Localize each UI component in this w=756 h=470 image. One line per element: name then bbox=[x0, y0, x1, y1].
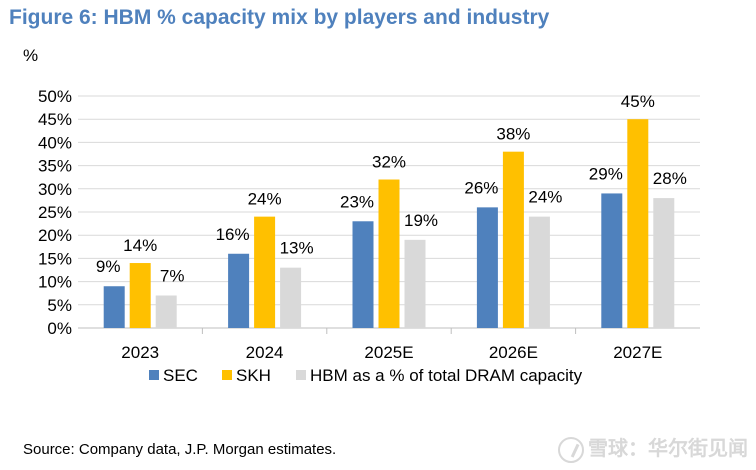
data-label: 26% bbox=[464, 178, 498, 197]
legend-label: SEC bbox=[163, 366, 198, 385]
legend-swatch bbox=[149, 370, 159, 380]
y-tick-label: 10% bbox=[38, 273, 72, 292]
data-label: 28% bbox=[653, 169, 687, 188]
bar-skh-2023 bbox=[129, 263, 151, 328]
bar-sec-2025e bbox=[352, 221, 374, 328]
bar-chart: 0% 5% 10% 15% 20% 25% 30% 35% 40% 45% 50% 9%14%7% 20… bbox=[38, 87, 700, 385]
y-tick-label: 15% bbox=[38, 249, 72, 268]
bar-skh-2024 bbox=[254, 216, 276, 328]
y-tick-label: 45% bbox=[38, 110, 72, 129]
data-label: 7% bbox=[160, 267, 185, 286]
data-label: 13% bbox=[280, 239, 314, 258]
bar-skh-2025e bbox=[378, 179, 400, 328]
bar-sec-2023 bbox=[103, 286, 125, 328]
data-label: 16% bbox=[216, 225, 250, 244]
legend-swatch bbox=[222, 370, 232, 380]
bar-skh-2026e bbox=[502, 151, 524, 328]
data-label: 38% bbox=[496, 125, 530, 144]
y-tick-label: 25% bbox=[38, 203, 72, 222]
y-axis-unit-label: % bbox=[23, 46, 39, 65]
y-tick-label: 40% bbox=[38, 133, 72, 152]
legend-label: SKH bbox=[236, 366, 271, 385]
data-label: 23% bbox=[340, 192, 374, 211]
legend-swatch bbox=[296, 370, 306, 380]
y-tick-label: 50% bbox=[38, 87, 72, 106]
data-label: 24% bbox=[248, 190, 282, 209]
bar-hbm-as-a-of-total-dram-capacity-2024 bbox=[280, 267, 302, 328]
watermark-text: 雪球：华尔街见闻 bbox=[588, 438, 748, 460]
x-tick-label: 2026E bbox=[489, 343, 538, 362]
bar-hbm-as-a-of-total-dram-capacity-2026e bbox=[528, 216, 550, 328]
legend-label: HBM as a % of total DRAM capacity bbox=[310, 366, 583, 385]
data-label: 19% bbox=[404, 211, 438, 230]
x-tick-label: 2027E bbox=[613, 343, 662, 362]
data-label: 24% bbox=[528, 188, 562, 207]
bar-sec-2024 bbox=[228, 253, 250, 328]
x-tick-label: 2025E bbox=[364, 343, 413, 362]
watermark-logo-icon bbox=[558, 436, 584, 463]
source-note: Source: Company data, J.P. Morgan estima… bbox=[23, 441, 337, 458]
data-label: 45% bbox=[621, 92, 655, 111]
watermark: 雪球：华尔街见闻 bbox=[558, 432, 748, 463]
bar-sec-2027e bbox=[601, 193, 623, 328]
data-label: 9% bbox=[96, 257, 121, 276]
bar-sec-2026e bbox=[476, 207, 498, 328]
data-label: 29% bbox=[589, 164, 623, 183]
bar-skh-2027e bbox=[627, 119, 649, 328]
bar-hbm-as-a-of-total-dram-capacity-2023 bbox=[155, 295, 177, 328]
y-tick-label: 5% bbox=[47, 296, 72, 315]
y-tick-label: 30% bbox=[38, 180, 72, 199]
chart-title: Figure 6: HBM % capacity mix by players … bbox=[9, 6, 550, 29]
y-tick-label: 20% bbox=[38, 226, 72, 245]
bar-hbm-as-a-of-total-dram-capacity-2027e bbox=[653, 198, 675, 328]
y-tick-label: 35% bbox=[38, 157, 72, 176]
x-tick-label: 2024 bbox=[246, 343, 284, 362]
data-label: 32% bbox=[372, 153, 406, 172]
data-label: 14% bbox=[123, 236, 157, 255]
bar-hbm-as-a-of-total-dram-capacity-2025e bbox=[404, 239, 426, 328]
y-tick-label: 0% bbox=[47, 319, 72, 338]
x-tick-label: 2023 bbox=[121, 343, 159, 362]
